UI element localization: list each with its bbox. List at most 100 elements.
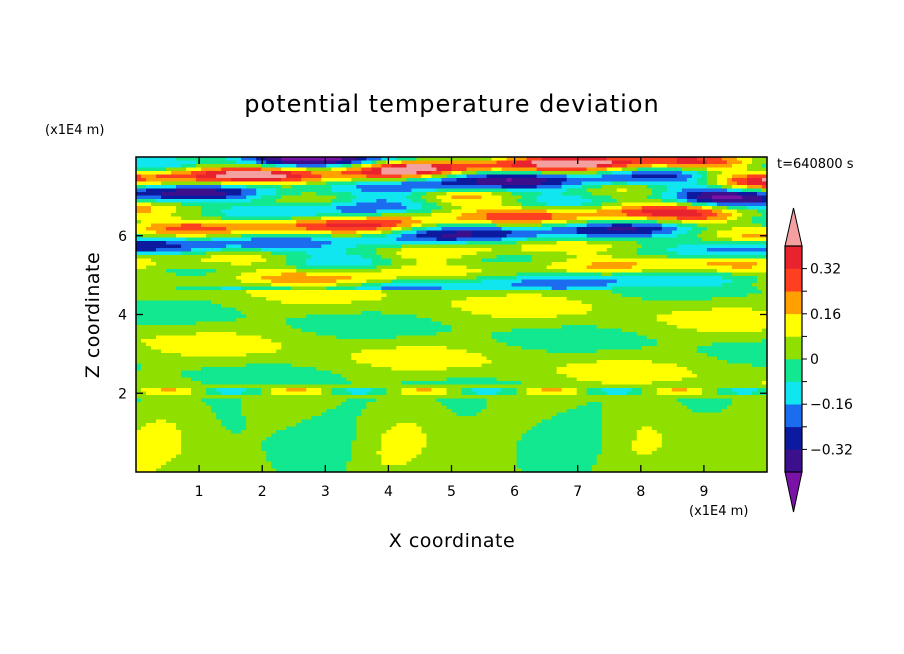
field-cell — [561, 290, 568, 295]
field-cell — [606, 279, 613, 284]
field-cell — [701, 269, 708, 274]
field-cell — [436, 248, 443, 253]
field-cell — [241, 202, 247, 207]
field-cell — [691, 167, 698, 172]
field-cell — [376, 209, 382, 214]
field-cell — [756, 265, 763, 270]
field-cell — [741, 209, 748, 214]
field-cell — [556, 251, 563, 256]
field-cell — [311, 279, 317, 284]
field-cell — [251, 223, 257, 228]
field-cell — [156, 244, 162, 249]
field-cell — [521, 258, 528, 263]
field-cell — [736, 188, 743, 193]
field-cell — [321, 255, 327, 260]
field-cell — [226, 290, 232, 295]
field-cell — [601, 234, 608, 239]
field-cell — [511, 171, 518, 176]
field-cell — [316, 216, 322, 221]
field-cell — [301, 286, 307, 291]
field-cell — [701, 276, 708, 281]
field-cell — [171, 178, 177, 183]
field-cell — [706, 223, 713, 228]
field-cell — [666, 185, 673, 190]
field-cell — [181, 290, 187, 295]
field-cell — [201, 286, 207, 291]
field-cell — [596, 167, 603, 172]
field-cell — [551, 181, 558, 186]
field-cell — [676, 283, 683, 288]
field-cell — [556, 185, 563, 190]
field-cell — [136, 251, 142, 256]
field-cell — [396, 188, 403, 193]
field-cell — [541, 160, 548, 165]
field-cell — [336, 241, 342, 246]
field-cell — [451, 279, 458, 284]
field-cell — [261, 244, 267, 249]
field-cell — [366, 241, 372, 246]
field-cell — [741, 188, 748, 193]
field-cell — [341, 237, 347, 242]
field-cell — [731, 174, 738, 179]
field-cell — [261, 157, 267, 162]
field-cell — [291, 213, 297, 218]
field-cell — [646, 223, 653, 228]
field-cell — [161, 164, 167, 169]
field-cell — [176, 248, 182, 253]
field-cell — [731, 255, 738, 260]
field-cell — [721, 237, 728, 242]
field-cell — [666, 251, 673, 256]
field-cell — [406, 286, 413, 291]
field-cell — [461, 171, 468, 176]
field-cell — [296, 188, 302, 193]
field-cell — [321, 157, 327, 162]
field-cell — [641, 227, 648, 232]
field-cell — [751, 241, 758, 246]
field-cell — [761, 188, 767, 193]
field-cell — [556, 230, 563, 235]
field-cell — [211, 227, 217, 232]
field-cell — [436, 276, 443, 281]
field-cell — [361, 269, 367, 274]
field-cell — [481, 199, 488, 204]
field-cell — [661, 283, 668, 288]
field-cell — [206, 258, 212, 263]
field-cell — [721, 192, 728, 197]
field-cell — [391, 216, 398, 221]
field-cell — [181, 227, 187, 232]
field-cell — [506, 272, 513, 277]
field-cell — [701, 241, 708, 246]
field-cell — [171, 171, 177, 176]
field-cell — [611, 286, 618, 291]
field-cell — [176, 195, 182, 200]
field-cell — [341, 213, 347, 218]
field-cell — [556, 276, 563, 281]
field-cell — [576, 220, 583, 225]
field-cell — [616, 244, 623, 249]
field-cell — [361, 188, 367, 193]
field-cell — [461, 248, 468, 253]
field-cell — [536, 206, 543, 211]
field-cell — [536, 157, 543, 162]
field-cell — [366, 276, 372, 281]
field-cell — [416, 188, 423, 193]
field-cell — [346, 258, 352, 263]
field-cell — [271, 157, 277, 162]
field-cell — [696, 244, 703, 249]
field-cell — [631, 188, 638, 193]
field-cell — [301, 230, 307, 235]
field-cell — [331, 276, 337, 281]
field-cell — [761, 178, 767, 183]
field-cell — [521, 199, 528, 204]
field-cell — [546, 160, 553, 165]
field-cell — [481, 265, 488, 270]
field-cell — [516, 293, 523, 298]
field-cell — [756, 160, 763, 165]
field-cell — [351, 185, 357, 190]
field-cell — [141, 241, 147, 246]
field-cell — [731, 248, 738, 253]
field-cell — [681, 181, 688, 186]
field-cell — [576, 262, 583, 267]
field-cell — [171, 181, 177, 186]
field-cell — [176, 279, 182, 284]
